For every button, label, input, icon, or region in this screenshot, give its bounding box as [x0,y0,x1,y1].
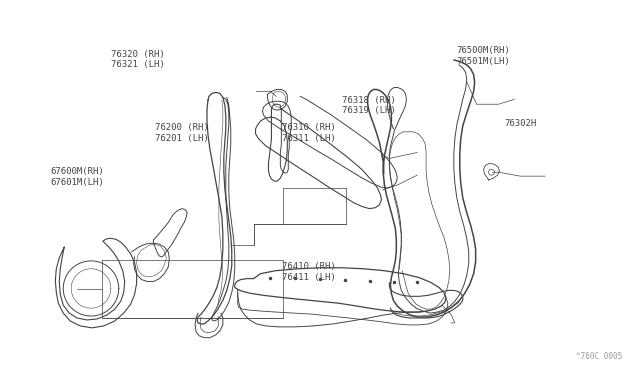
Text: 76410 (RH)
76411 (LH): 76410 (RH) 76411 (LH) [282,262,336,282]
Text: 76310 (RH)
76311 (LH): 76310 (RH) 76311 (LH) [282,123,336,142]
Text: 67600M(RH)
67601M(LH): 67600M(RH) 67601M(LH) [51,167,104,186]
Text: 76302H: 76302H [504,119,536,128]
Text: ^760C 0005: ^760C 0005 [576,352,622,361]
Text: 76200 (RH)
76201 (LH): 76200 (RH) 76201 (LH) [155,123,209,142]
Text: 76318 (RH)
76319 (LH): 76318 (RH) 76319 (LH) [342,96,396,115]
Text: 76320 (RH)
76321 (LH): 76320 (RH) 76321 (LH) [111,50,164,69]
Text: 76500M(RH)
76501M(LH): 76500M(RH) 76501M(LH) [456,46,510,65]
